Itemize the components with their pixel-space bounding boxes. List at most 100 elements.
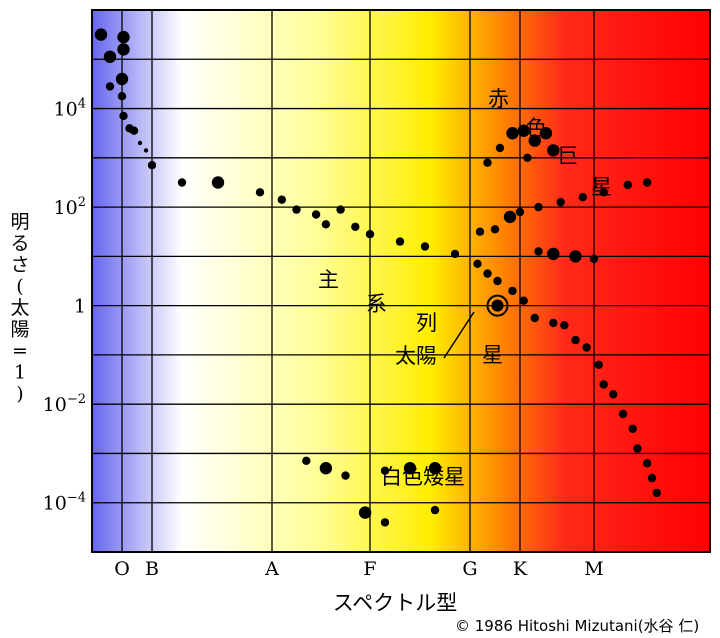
star-point-0-22 <box>365 230 375 239</box>
star-point-1-10 <box>503 210 517 224</box>
star-point-2-1 <box>319 462 333 475</box>
sun-label: 太陽 <box>395 344 437 368</box>
star-point-1-13 <box>556 198 565 207</box>
star-point-1-4 <box>528 134 541 147</box>
star-point-1-6 <box>547 144 560 157</box>
star-points <box>94 28 661 527</box>
star-point-1-5 <box>539 127 553 140</box>
star-point-1-1 <box>495 143 505 153</box>
plot-background <box>92 10 710 552</box>
star-point-0-6 <box>117 92 127 101</box>
star-point-0-27 <box>483 269 492 278</box>
star-point-2-6 <box>358 506 372 519</box>
star-point-0-23 <box>395 237 405 246</box>
y-tick--2: 10−2 <box>43 392 86 416</box>
star-point-1-18 <box>534 247 543 256</box>
x-axis-label: スペクトル型 <box>333 591 458 615</box>
star-point-1-14 <box>578 193 588 202</box>
star-point-0-37 <box>599 380 608 389</box>
x-tick-F: F <box>363 558 376 580</box>
star-point-0-25 <box>450 249 460 259</box>
giants-label-1: 赤 <box>488 87 509 111</box>
plot-frame <box>91 9 711 553</box>
copyright-credit: © 1986 Hitoshi Mizutani(水谷 仁) <box>455 617 699 635</box>
star-point-1-20 <box>569 250 582 263</box>
star-point-0-28 <box>493 276 502 286</box>
star-point-0-4 <box>115 72 129 86</box>
sun-marker <box>486 294 509 317</box>
star-point-0-33 <box>560 321 569 330</box>
star-point-0-39 <box>618 409 628 419</box>
ylabel-char-6: = <box>12 340 28 362</box>
ylabel-char-7: 1 <box>14 362 26 384</box>
main-sequence-label-4: 星 <box>482 343 503 367</box>
x-tick-G: G <box>462 558 477 580</box>
star-point-0-30 <box>519 296 528 305</box>
star-point-1-15 <box>599 188 608 197</box>
star-point-0-12 <box>147 161 157 170</box>
star-point-0-20 <box>321 220 331 229</box>
star-point-0-35 <box>582 343 591 352</box>
y-tick-0: 1 <box>74 296 86 318</box>
ylabel-char-0: 明 <box>10 211 29 233</box>
star-point-0-9 <box>129 126 139 135</box>
star-point-0-15 <box>255 188 265 197</box>
star-point-0-0 <box>94 28 108 41</box>
star-point-0-43 <box>647 473 657 483</box>
star-point-0-34 <box>571 335 580 345</box>
ylabel-char-5: 陽 <box>10 319 29 341</box>
x-tick-O: O <box>114 558 130 580</box>
star-point-1-16 <box>623 180 632 190</box>
star-point-0-21 <box>351 222 360 231</box>
star-point-0-5 <box>105 82 115 91</box>
y-tick-4: 104 <box>54 97 86 121</box>
star-point-0-26 <box>473 259 482 268</box>
star-point-1-21 <box>589 254 599 263</box>
grid-lines <box>92 10 710 552</box>
star-point-1-11 <box>515 207 525 217</box>
y-tick--4: 10−4 <box>43 491 86 515</box>
white-dwarfs-label: 白色矮星 <box>381 465 465 489</box>
x-tick-K: K <box>513 558 528 580</box>
x-tick-A: A <box>264 558 279 580</box>
giants-label-3: 巨 <box>557 144 578 168</box>
star-point-0-31 <box>530 313 539 323</box>
star-point-0-13 <box>177 178 187 187</box>
star-point-0-32 <box>549 318 558 328</box>
main-sequence-label-1: 主 <box>318 268 339 292</box>
ylabel-char-3: ( <box>16 276 23 298</box>
star-point-0-2 <box>117 43 130 56</box>
ylabel-char-4: 太 <box>10 297 29 319</box>
y-tick-2: 102 <box>54 195 86 219</box>
star-point-0-24 <box>420 242 430 251</box>
star-point-2-8 <box>430 505 440 515</box>
star-point-2-5 <box>428 462 442 475</box>
giants-label-2: 色 <box>526 116 547 140</box>
star-point-0-36 <box>594 360 603 369</box>
sun-ring <box>486 294 509 317</box>
star-point-1-8 <box>475 227 485 236</box>
star-point-0-38 <box>609 390 618 399</box>
y-axis-label: 明るさ(太陽=1) <box>10 211 29 405</box>
main-sequence-label-2: 系 <box>366 292 387 316</box>
star-point-2-2 <box>341 471 350 480</box>
star-point-1-12 <box>534 202 543 212</box>
star-point-0-11 <box>143 148 149 153</box>
sun-dot <box>491 299 504 312</box>
star-point-1-9 <box>490 225 500 234</box>
y-tick-labels: 104 102 1 10−2 10−4 <box>43 97 86 515</box>
x-tick-M: M <box>584 558 603 580</box>
star-point-0-1 <box>117 30 130 44</box>
star-point-0-19 <box>336 205 345 214</box>
ylabel-char-2: さ <box>10 254 29 276</box>
star-point-1-3 <box>517 124 530 137</box>
main-sequence-label-3: 列 <box>416 311 437 335</box>
star-point-0-40 <box>628 424 637 433</box>
star-point-0-18 <box>311 210 321 219</box>
ylabel-char-1: る <box>10 233 29 255</box>
star-point-0-7 <box>119 111 128 121</box>
star-point-0-3 <box>103 50 117 63</box>
star-point-1-19 <box>547 247 560 261</box>
